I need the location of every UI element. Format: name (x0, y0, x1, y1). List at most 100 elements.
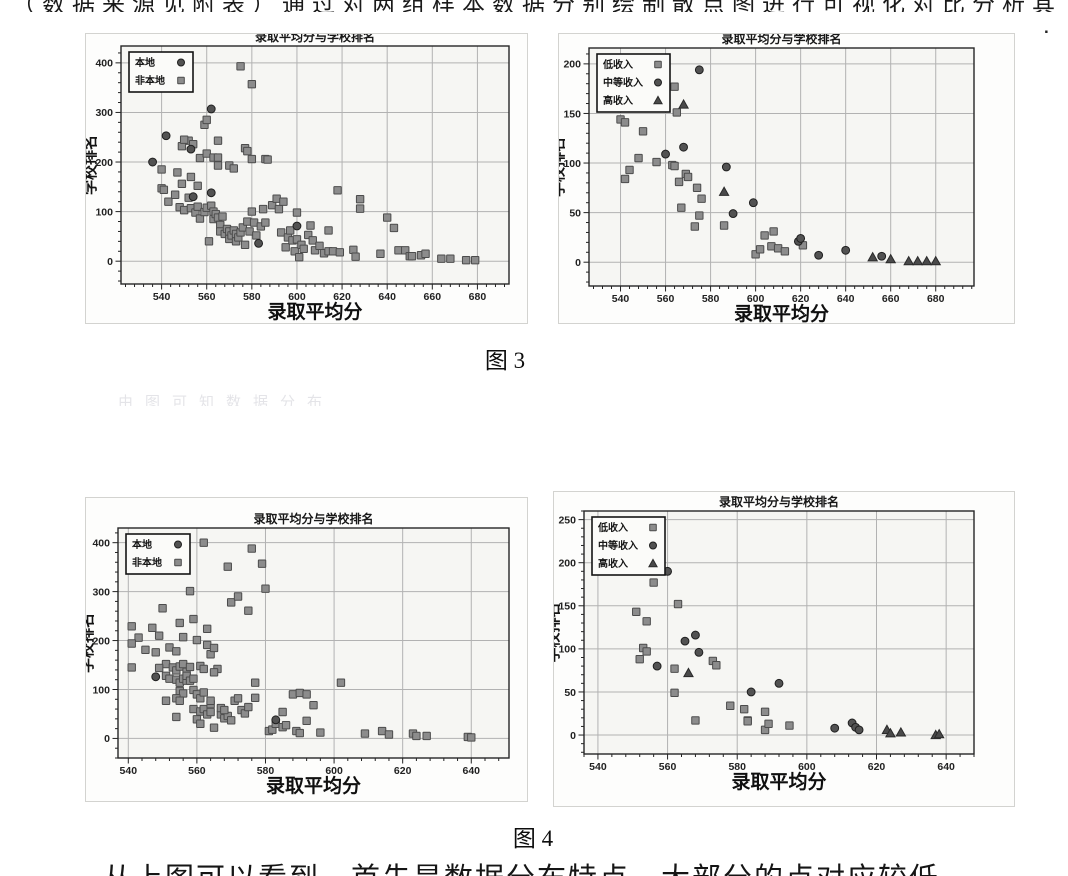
x-tick-label: 580 (728, 761, 746, 773)
scatter-point-circle (186, 144, 196, 154)
scatter-point-square (470, 256, 480, 265)
scatter-point-square (186, 172, 196, 182)
scatter-point-square (247, 544, 256, 553)
legend-marker-square (649, 523, 657, 532)
scatter-point-circle (206, 188, 216, 198)
scatter-point-square (261, 584, 270, 593)
scatter-point-square (780, 247, 790, 256)
scatter-point-square (134, 633, 143, 642)
scatter-point-square (165, 643, 174, 652)
scatter-point-square (257, 559, 267, 568)
scatter-point-square (382, 213, 392, 222)
scatter-point-square (279, 197, 288, 206)
x-tick-label: 620 (394, 765, 412, 777)
scatter-point-square (189, 674, 198, 683)
scatter-point-square (158, 604, 167, 613)
x-tick-label: 540 (153, 291, 171, 303)
scatter-point-square (437, 254, 446, 263)
scatter-point-circle (746, 687, 756, 697)
scatter-point-square (620, 174, 630, 184)
scatter-point-triangle (903, 255, 915, 266)
scatter-point-square (209, 668, 219, 677)
scatter-point-square (670, 161, 679, 171)
scatter-point-square (634, 153, 643, 163)
scatter-point-triangle (895, 726, 907, 737)
scatter-point-circle (814, 250, 824, 260)
scatter-point-square (206, 696, 215, 705)
y-tick-label: 100 (92, 684, 110, 696)
faint-text-fragment: 由图可知数据分布 (118, 394, 335, 406)
chart-title: 录取平均分与学校排名 (255, 34, 375, 44)
series-square (127, 538, 476, 742)
scatter-point-circle (652, 661, 662, 671)
legend-marker-square (174, 558, 182, 567)
x-tick-label: 540 (589, 761, 607, 773)
x-tick-label: 560 (659, 761, 677, 773)
figure3-caption: 图 3 (484, 348, 526, 373)
scatter-point-square (360, 729, 370, 738)
scatter-point-triangle (921, 255, 933, 266)
legend-label: 高收入 (598, 557, 628, 570)
x-tick-label: 560 (188, 765, 206, 777)
scatter-point-square (244, 702, 253, 712)
scatter-point-square (649, 578, 658, 587)
y-tick-label: 50 (564, 687, 576, 699)
x-axis-title: 录取平均分 (266, 774, 361, 797)
scatter-point-square (691, 716, 700, 725)
scatter-point-square (295, 253, 304, 262)
scatter-point-square (683, 172, 693, 182)
x-tick-label: 660 (424, 291, 442, 303)
scatter-point-circle (796, 233, 806, 243)
scatter-point-circle (292, 221, 302, 231)
scatter-point-square (202, 640, 212, 650)
scatter-point-circle (694, 647, 704, 657)
y-tick-label: 0 (570, 730, 576, 742)
legend-marker-circle (174, 540, 182, 549)
scatter-point-square (199, 664, 208, 674)
scatter-point-square (157, 165, 166, 174)
scatter-point-square (299, 244, 308, 253)
legend-label: 低收入 (602, 58, 633, 71)
scatter-point-square (202, 115, 211, 125)
x-tick-label: 640 (463, 765, 481, 777)
series-square (632, 578, 794, 735)
scatter-point-square (712, 661, 721, 670)
scatter-point-circle (721, 162, 731, 172)
scatter-point-square (226, 716, 236, 725)
scatter-point-square (209, 723, 219, 732)
x-tick-label: 540 (120, 765, 138, 777)
x-tick-label: 680 (927, 293, 945, 305)
scatter-point-square (638, 127, 648, 136)
scatter-point-circle (151, 672, 161, 682)
scatter-point-square (632, 607, 641, 617)
scatter-point-square (760, 707, 770, 716)
y-tick-label: 250 (558, 514, 576, 526)
scatter-point-square (760, 231, 769, 240)
x-tick-label: 680 (469, 291, 487, 303)
scatter-point-square (302, 716, 311, 726)
x-axis-title: 录取平均分 (734, 302, 829, 323)
scatter-point-circle (679, 142, 688, 152)
y-tick-label: 400 (92, 537, 110, 549)
scatter-point-circle (877, 251, 887, 261)
y-tick-label: 200 (558, 558, 576, 570)
scatter-point-square (178, 659, 188, 669)
punctuation-fragment: . (1044, 18, 1049, 37)
scatter-chart-fig4-local-vs-nonlocal: 540 560 580 600 620 640 0 100 200 300 400 录取平均分与学校排… (78, 497, 528, 802)
scatter-point-square (690, 222, 700, 231)
legend-label: 低收入 (597, 521, 628, 534)
scatter-point-square (677, 203, 686, 212)
x-tick-label: 600 (325, 765, 343, 777)
y-tick-label: 0 (575, 257, 581, 269)
x-tick-label: 640 (937, 761, 955, 773)
y-tick-label: 400 (95, 58, 113, 70)
scatter-point-square (172, 712, 181, 722)
legend-marker-triangle (653, 95, 663, 105)
scatter-point-square (258, 204, 268, 214)
y-tick-label: 100 (558, 644, 576, 656)
chart-title: 录取平均分与学校排名 (721, 34, 841, 46)
scatter-point-square (244, 606, 253, 615)
scatter-point-circle (694, 65, 704, 75)
scatter-point-square (177, 179, 187, 189)
